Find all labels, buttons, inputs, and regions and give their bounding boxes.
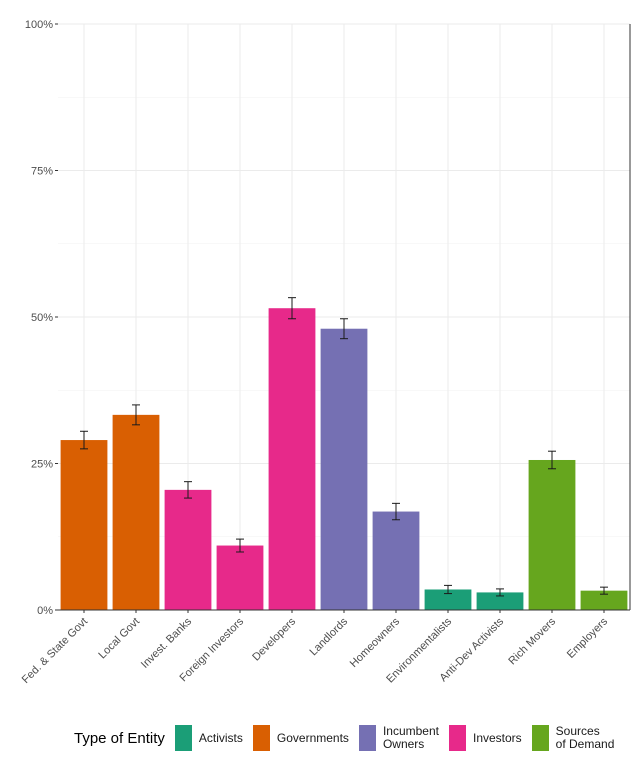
x-tick-label: Local Govt	[96, 616, 142, 662]
error-bar-invest-banks	[184, 481, 192, 499]
bar-landlords	[320, 328, 368, 610]
x-tick-label: Homeowners	[348, 615, 403, 670]
y-tick-label: 100%	[25, 19, 53, 31]
bar-employers	[580, 590, 628, 610]
error-bar-fed-state-govt	[80, 430, 88, 450]
error-bar-local-govt	[132, 404, 140, 426]
y-tick-label: 25%	[31, 459, 53, 471]
error-bar-landlords	[340, 318, 348, 340]
bar-invest-banks	[164, 489, 212, 610]
bars	[60, 308, 628, 610]
legend-item-activists: Activists	[174, 725, 243, 751]
legend-item-governments: Governments	[252, 725, 349, 751]
legend-item-incumbent-owners: Incumbent Owners	[358, 724, 439, 751]
legend-label-incumbent-owners: Incumbent Owners	[382, 724, 439, 751]
legend-label-governments: Governments	[276, 730, 349, 745]
error-bar-rich-movers	[548, 450, 556, 470]
x-tick-label: Fed. & State Govt	[20, 616, 90, 686]
error-bar-developers	[288, 297, 296, 320]
bar-rich-movers	[528, 459, 576, 610]
bar-foreign-investors	[216, 545, 264, 610]
bar-anti-dev-activists	[476, 592, 524, 610]
error-bar-environmentalists	[444, 584, 452, 595]
legend-title: Type of Entity	[74, 729, 165, 747]
legend-label-sources-of-demand: Sources of Demand	[555, 724, 615, 751]
legend-key-sources-of-demand	[531, 725, 549, 751]
y-tick-label: 0%	[37, 605, 53, 617]
x-tick-label: Developers	[250, 615, 298, 663]
x-tick-label: Invest. Banks	[139, 615, 195, 671]
bar-homeowners	[372, 511, 420, 610]
legend-label-investors: Investors	[472, 730, 522, 745]
legend-item-sources-of-demand: Sources of Demand	[531, 724, 615, 751]
error-bars	[80, 297, 608, 597]
error-bar-homeowners	[392, 502, 400, 521]
y-tick-label: 75%	[31, 166, 53, 178]
error-bar-foreign-investors	[236, 538, 244, 553]
bar-fed-state-govt	[60, 440, 108, 610]
legend-key-incumbent-owners	[358, 725, 376, 751]
legend-key-governments	[252, 725, 270, 751]
error-bar-employers	[600, 586, 608, 595]
error-bar-anti-dev-activists	[496, 588, 504, 597]
legend-key-activists	[174, 725, 192, 751]
legend-key-investors	[448, 725, 466, 751]
bar-local-govt	[112, 414, 160, 610]
x-tick-label: Rich Movers	[506, 615, 558, 667]
bar-developers	[268, 308, 316, 610]
legend: Type of Entity Activists Governments Inc…	[74, 722, 624, 754]
x-tick-label: Landlords	[307, 615, 350, 658]
y-tick-label: 50%	[31, 312, 53, 324]
bar-environmentalists	[424, 589, 472, 610]
legend-label-activists: Activists	[198, 730, 243, 745]
x-tick-label: Employers	[565, 615, 611, 661]
legend-item-investors: Investors	[448, 725, 522, 751]
